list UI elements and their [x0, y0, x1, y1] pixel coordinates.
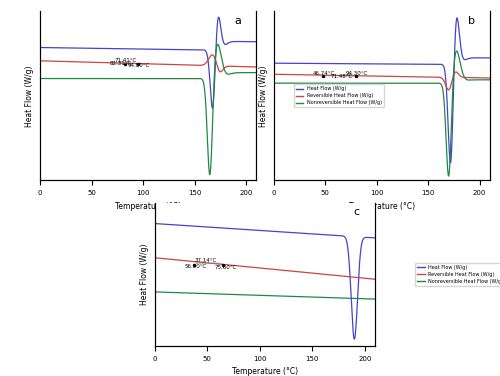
Text: 94.30°C: 94.30°C — [346, 71, 368, 76]
X-axis label: Temperature (°C): Temperature (°C) — [349, 202, 415, 211]
Text: 82.31°C: 82.31°C — [110, 61, 132, 66]
Legend: Heat Flow (W/g), Reversible Heat Flow (W/g), Nonreversible Heat Flow (W/g): Heat Flow (W/g), Reversible Heat Flow (W… — [416, 263, 500, 286]
Legend: Heat Flow (W/g), Reversible Heat Flow (W/g), Nonreversible Heat Flow (W/g): Heat Flow (W/g), Reversible Heat Flow (W… — [294, 85, 384, 107]
Text: 71.48°C: 71.48°C — [330, 74, 352, 79]
Text: 37.14°C: 37.14°C — [194, 258, 217, 263]
Text: b: b — [468, 16, 475, 26]
Text: c: c — [354, 207, 360, 217]
Text: 46.74°C: 46.74°C — [313, 71, 335, 76]
Text: a: a — [234, 16, 242, 26]
Y-axis label: Heat Flow (W/g): Heat Flow (W/g) — [259, 65, 268, 127]
Text: 56.00°C: 56.00°C — [184, 264, 206, 269]
Y-axis label: Heat Flow (W/g): Heat Flow (W/g) — [140, 244, 149, 305]
X-axis label: Temperature (°C): Temperature (°C) — [115, 202, 181, 211]
X-axis label: Temperature (°C): Temperature (°C) — [232, 367, 298, 376]
Text: 71.41°C: 71.41°C — [114, 58, 136, 63]
Text: 75.60°C: 75.60°C — [214, 265, 237, 270]
Text: 94.80°C: 94.80°C — [128, 63, 150, 68]
Y-axis label: Heat Flow (W/g): Heat Flow (W/g) — [26, 65, 35, 127]
